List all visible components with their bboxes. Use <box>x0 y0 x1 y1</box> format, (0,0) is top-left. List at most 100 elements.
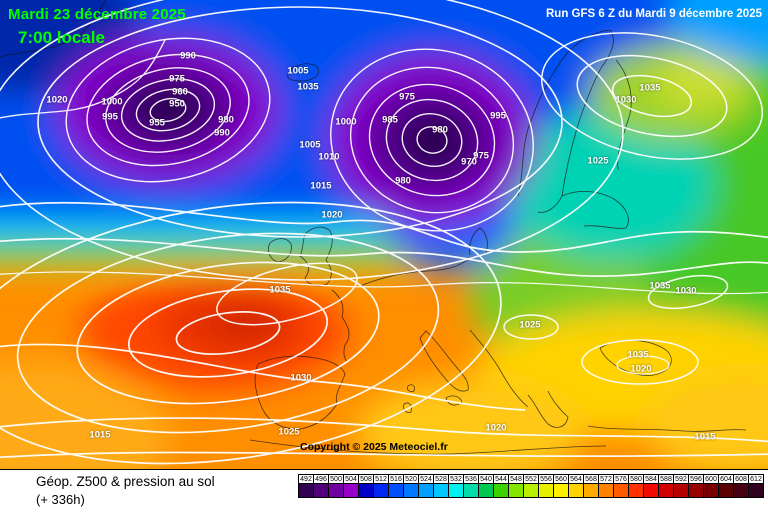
legend-color-swatch <box>584 484 598 498</box>
legend-value: 552 <box>524 474 538 484</box>
legend-color-swatch <box>554 484 568 498</box>
legend-color-swatch <box>344 484 358 498</box>
field-layer <box>0 0 768 469</box>
legend-step: 540 <box>478 474 493 498</box>
legend-color-swatch <box>644 484 658 498</box>
legend-value: 496 <box>314 474 328 484</box>
legend-step: 528 <box>433 474 448 498</box>
legend-color-swatch <box>749 484 763 498</box>
legend-step: 504 <box>343 474 358 498</box>
legend-value: 520 <box>404 474 418 484</box>
legend-value: 580 <box>629 474 643 484</box>
legend-value: 504 <box>344 474 358 484</box>
legend-value: 576 <box>614 474 628 484</box>
legend-step: 552 <box>523 474 538 498</box>
forecast-hour-label: (+ 336h) <box>36 492 85 507</box>
legend-value: 584 <box>644 474 658 484</box>
legend-step: 596 <box>688 474 703 498</box>
legend-color-swatch <box>479 484 493 498</box>
legend-color-swatch <box>629 484 643 498</box>
legend-color-swatch <box>704 484 718 498</box>
copyright-label: Copyright © 2025 Meteociel.fr <box>300 441 448 453</box>
legend-color-swatch <box>659 484 673 498</box>
legend-color-swatch <box>494 484 508 498</box>
legend-value: 548 <box>509 474 523 484</box>
legend-color-swatch <box>359 484 373 498</box>
legend-color-swatch <box>389 484 403 498</box>
legend-value: 588 <box>659 474 673 484</box>
legend-step: 512 <box>373 474 388 498</box>
legend-value: 568 <box>584 474 598 484</box>
legend-value: 532 <box>449 474 463 484</box>
legend-color-swatch <box>524 484 538 498</box>
legend-color-swatch <box>539 484 553 498</box>
legend-value: 608 <box>734 474 748 484</box>
legend-step: 500 <box>328 474 343 498</box>
legend-value: 536 <box>464 474 478 484</box>
legend-step: 588 <box>658 474 673 498</box>
legend-color-swatch <box>569 484 583 498</box>
legend-step: 560 <box>553 474 568 498</box>
legend-step: 608 <box>733 474 748 498</box>
legend-color-swatch <box>434 484 448 498</box>
legend-color-swatch <box>674 484 688 498</box>
legend-value: 556 <box>539 474 553 484</box>
contours-layer <box>0 0 768 465</box>
legend-value: 572 <box>599 474 613 484</box>
valid-hour-label: 7:00 locale <box>18 28 105 47</box>
legend-step: 548 <box>508 474 523 498</box>
valid-date-label: Mardi 23 décembre 2025 <box>8 6 186 23</box>
legend-step: 524 <box>418 474 433 498</box>
legend-value: 596 <box>689 474 703 484</box>
legend-step: 544 <box>493 474 508 498</box>
legend-value: 492 <box>299 474 313 484</box>
model-run-label: Run GFS 6 Z du Mardi 9 décembre 2025 <box>545 8 762 20</box>
legend-color-swatch <box>719 484 733 498</box>
legend-value: 540 <box>479 474 493 484</box>
map-graphic <box>0 0 768 469</box>
legend-color-swatch <box>374 484 388 498</box>
legend-color-swatch <box>734 484 748 498</box>
chart-title: Géop. Z500 & pression au sol <box>36 474 215 489</box>
legend-color-swatch <box>449 484 463 498</box>
valid-time-block: Mardi 23 décembre 2025 7:00 locale <box>8 6 186 48</box>
legend-color-swatch <box>299 484 313 498</box>
legend-value: 564 <box>569 474 583 484</box>
coastlines-layer <box>0 0 747 455</box>
legend-color-swatch <box>599 484 613 498</box>
legend-step: 492 <box>298 474 313 498</box>
legend-step: 508 <box>358 474 373 498</box>
legend-step: 532 <box>448 474 463 498</box>
weather-map: Mardi 23 décembre 2025 7:00 locale Run G… <box>0 0 768 470</box>
legend-step: 576 <box>613 474 628 498</box>
legend-color-swatch <box>329 484 343 498</box>
legend-step: 592 <box>673 474 688 498</box>
legend-value: 512 <box>374 474 388 484</box>
legend-step: 584 <box>643 474 658 498</box>
legend-value: 524 <box>419 474 433 484</box>
legend-step: 564 <box>568 474 583 498</box>
legend-color-swatch <box>614 484 628 498</box>
legend-color-swatch <box>314 484 328 498</box>
legend-value: 528 <box>434 474 448 484</box>
legend-value: 592 <box>674 474 688 484</box>
legend-value: 516 <box>389 474 403 484</box>
legend-value: 500 <box>329 474 343 484</box>
legend-value: 600 <box>704 474 718 484</box>
legend-value: 544 <box>494 474 508 484</box>
legend-step: 520 <box>403 474 418 498</box>
chart-footer: Géop. Z500 & pression au sol (+ 336h) 49… <box>0 470 768 512</box>
legend-color-swatch <box>689 484 703 498</box>
legend-step: 572 <box>598 474 613 498</box>
legend-value: 604 <box>719 474 733 484</box>
legend-color-swatch <box>464 484 478 498</box>
legend-step: 556 <box>538 474 553 498</box>
legend-color-swatch <box>404 484 418 498</box>
legend-step: 516 <box>388 474 403 498</box>
legend-color-swatch <box>419 484 433 498</box>
color-scale-legend: 492 496 500 504 508 512 516 520 524 528 532 536 540 5… <box>298 474 764 498</box>
legend-step: 612 <box>748 474 763 498</box>
legend-step: 580 <box>628 474 643 498</box>
legend-step: 496 <box>313 474 328 498</box>
